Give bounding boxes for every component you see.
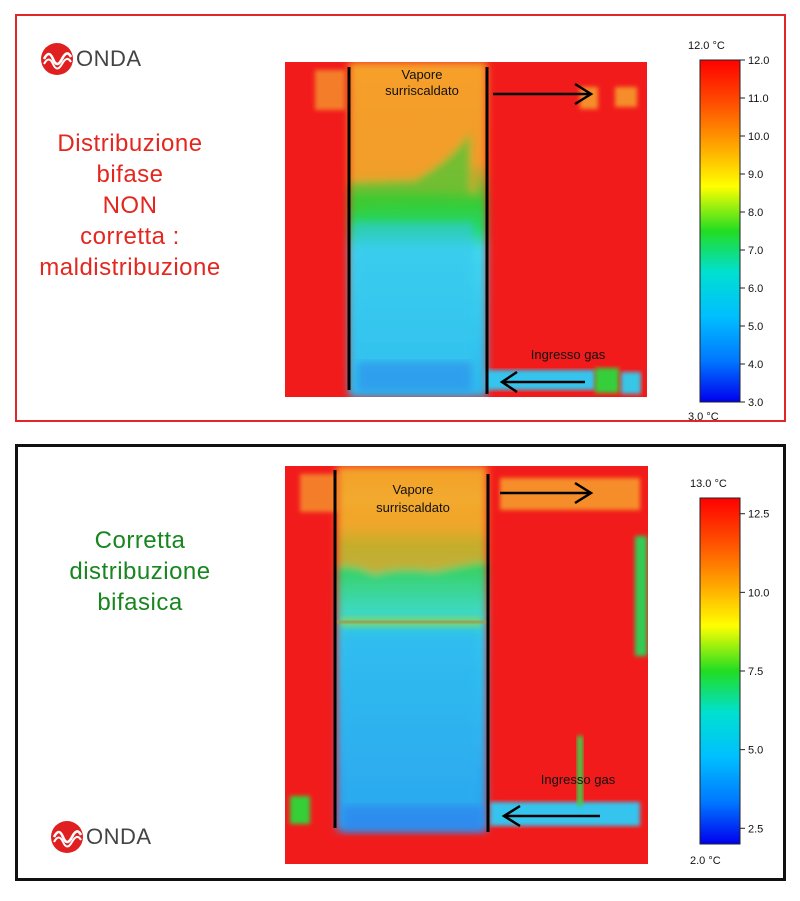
scale-tick-label: 2.5	[748, 823, 763, 835]
inlet-arrow-icon	[501, 804, 600, 828]
onda-logo-icon	[51, 821, 83, 853]
scale-tick-label: 8.0	[748, 207, 763, 219]
logo-wordmark: ONDA	[76, 46, 142, 71]
outlet-label-line1: Vapore	[393, 482, 434, 497]
scale-max-label: 13.0 °C	[690, 478, 727, 490]
caption-line: bifasica	[97, 589, 183, 616]
scale-tick-label: 5.0	[748, 745, 763, 757]
outlet-label-line2: surriscaldato	[385, 83, 459, 98]
onda-logo: ONDA	[40, 42, 142, 76]
caption-line: bifase	[96, 161, 164, 188]
scale-tick-label: 3.0	[748, 397, 763, 409]
thermal-image-maldistribution: Vapore surriscaldato Ingresso gas	[285, 62, 647, 397]
scale-min-label: 3.0 °C	[688, 411, 719, 423]
scale-tick-label: 9.0	[748, 169, 763, 181]
scale-tick-label: 10.0	[748, 587, 769, 599]
inlet-label: Ingresso gas	[531, 347, 606, 362]
scale-tick-label: 6.0	[748, 283, 763, 295]
inlet-label: Ingresso gas	[541, 772, 616, 787]
scale-ticks: 12.5 10.0 7.5 5.0 2.5	[740, 509, 769, 835]
caption-line: Distribuzione	[57, 130, 203, 157]
scale-max-label: 12.0 °C	[688, 40, 725, 52]
caption-line: Corretta	[94, 527, 186, 554]
scale-tick-label: 12.0	[748, 55, 769, 67]
outlet-label-line1: Vapore	[402, 67, 443, 82]
scale-min-label: 2.0 °C	[690, 855, 721, 867]
scale-tick-label: 12.5	[748, 509, 769, 521]
thermal-image-correct-distribution: Vapore surriscaldato Ingresso gas	[285, 466, 648, 864]
outlet-arrow-icon	[500, 481, 594, 505]
onda-logo-icon	[41, 43, 73, 75]
caption-line: distribuzione	[69, 558, 211, 585]
caption-line: corretta :	[80, 223, 180, 250]
scale-tick-label: 7.5	[748, 666, 763, 678]
scale-ticks: 12.0 11.0 10.0 9.0 8.0 7.0 6.0 5.0 4.0 3.0	[740, 55, 769, 409]
caption-maldistribution: Distribuzione bifase NON corretta : mald…	[20, 128, 240, 283]
caption-correct-distribution: Corretta distribuzione bifasica	[35, 525, 245, 618]
outlet-arrow-icon	[493, 82, 594, 106]
inlet-arrow-icon	[499, 370, 585, 394]
scale-tick-label: 10.0	[748, 131, 769, 143]
temperature-scale-maldistribution: 12.0 °C 12.0 11.0 10.0 9.0 8.0 7.0 6.0 5.0 4.0 3.…	[688, 40, 769, 423]
outlet-label-line2: surriscaldato	[376, 500, 450, 515]
caption-line: NON	[102, 192, 158, 219]
temperature-scale-correct-distribution: 13.0 °C 12.5 10.0 7.5 5.0 2.5 2.0 °C	[690, 478, 769, 867]
caption-line: maldistribuzione	[39, 254, 221, 281]
onda-logo: ONDA	[50, 820, 152, 854]
scale-tick-label: 7.0	[748, 245, 763, 257]
scale-tick-label: 5.0	[748, 321, 763, 333]
scale-tick-label: 4.0	[748, 359, 763, 371]
logo-wordmark: ONDA	[86, 824, 152, 849]
scale-tick-label: 11.0	[748, 93, 769, 105]
